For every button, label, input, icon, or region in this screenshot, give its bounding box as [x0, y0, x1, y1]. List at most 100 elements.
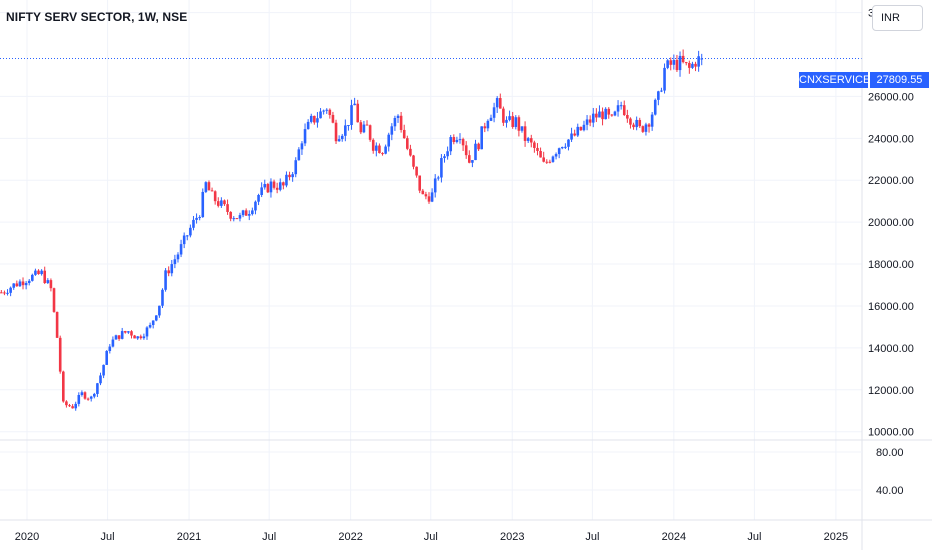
candle-body: [626, 115, 629, 119]
candle-body: [511, 116, 514, 127]
candle-body: [381, 153, 384, 155]
candle: [232, 216, 236, 222]
candle-body: [477, 143, 480, 150]
candle-body: [31, 274, 34, 281]
candle: [220, 197, 223, 208]
candle: [551, 155, 555, 163]
candle-body: [529, 138, 533, 143]
candle: [508, 110, 511, 122]
candle: [235, 217, 239, 220]
candle-body: [269, 181, 273, 193]
candle-body: [554, 154, 558, 157]
candle-body: [440, 158, 443, 178]
time-tick-label: 2023: [500, 531, 524, 543]
candle: [9, 286, 12, 297]
candle: [440, 154, 443, 183]
candle: [260, 182, 263, 198]
candle-body: [291, 174, 294, 178]
candle-body: [189, 227, 192, 236]
candle: [173, 254, 177, 269]
candle: [123, 330, 127, 334]
candle: [294, 157, 298, 178]
candle: [127, 330, 130, 334]
candle: [43, 266, 47, 285]
candle-body: [523, 126, 527, 141]
candle-body: [514, 117, 518, 127]
candle-body: [127, 331, 130, 333]
candle: [192, 215, 195, 231]
candle-body: [306, 121, 310, 130]
last-price-value-label: 27809.55: [870, 72, 929, 88]
candle: [700, 53, 704, 66]
candle-body: [399, 115, 403, 130]
candle-body: [151, 320, 155, 326]
candle: [576, 123, 580, 138]
candle: [62, 370, 65, 403]
candle-body: [303, 129, 307, 144]
candle-body: [415, 166, 418, 176]
candle-body: [210, 190, 214, 192]
candle-body: [409, 148, 412, 156]
candle-body: [3, 292, 6, 294]
candle-body: [560, 147, 564, 149]
candle-body: [641, 126, 645, 132]
time-tick-label: 2024: [662, 531, 686, 543]
candle: [421, 188, 425, 195]
candle: [393, 115, 397, 131]
candle-body: [294, 160, 298, 175]
candle: [384, 144, 387, 155]
candle-body: [21, 281, 25, 286]
candle-body: [0, 292, 3, 294]
candle-body: [691, 63, 694, 68]
candle: [145, 326, 149, 340]
candle: [182, 232, 186, 249]
candle-body: [201, 191, 205, 218]
candle: [480, 126, 483, 150]
currency-button[interactable]: INR: [872, 5, 923, 31]
candle: [573, 129, 576, 137]
candle: [684, 61, 688, 66]
candle: [344, 119, 347, 142]
candle-body: [591, 113, 595, 123]
candle-body: [278, 182, 282, 190]
candle: [467, 150, 471, 164]
candle: [477, 142, 480, 151]
candle: [83, 391, 87, 400]
candle-body: [464, 145, 468, 156]
candle-body: [585, 119, 589, 125]
candle: [427, 192, 431, 204]
candle-body: [229, 211, 232, 219]
candle-body: [260, 187, 263, 195]
candle-body: [502, 108, 505, 123]
candle: [498, 93, 502, 109]
candle: [554, 152, 558, 160]
candle-body: [223, 200, 226, 205]
candle-body: [672, 60, 676, 65]
candle-body: [136, 336, 139, 339]
candle-body: [133, 335, 136, 339]
candle: [306, 119, 310, 130]
candle-body: [635, 119, 638, 128]
candle: [65, 400, 68, 408]
candle: [275, 182, 279, 194]
candle-body: [18, 281, 22, 287]
candle: [55, 311, 59, 339]
candle: [167, 266, 170, 277]
candle-body: [167, 270, 170, 274]
candle-body: [359, 122, 363, 133]
candle: [402, 124, 406, 139]
candle: [195, 213, 198, 224]
candle: [650, 112, 654, 131]
candle: [458, 133, 462, 144]
candle-body: [257, 194, 260, 202]
candle-body: [616, 105, 620, 112]
candle-body: [588, 119, 592, 123]
candle: [483, 122, 487, 133]
candle: [378, 143, 381, 154]
candle: [591, 107, 595, 128]
candle: [396, 114, 400, 123]
candle-body: [297, 149, 301, 161]
candle: [120, 327, 124, 340]
candle-body: [173, 259, 177, 265]
